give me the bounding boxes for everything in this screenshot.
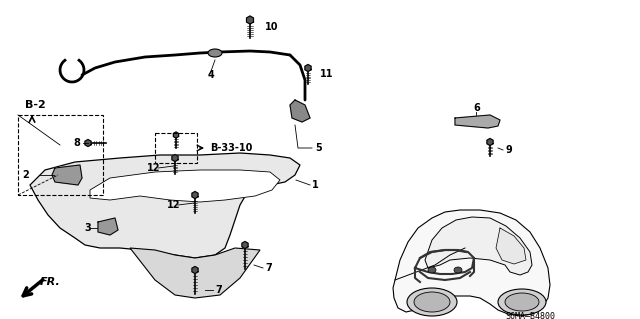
Text: 8: 8 <box>73 138 80 148</box>
Ellipse shape <box>407 288 457 316</box>
Polygon shape <box>290 100 310 122</box>
Polygon shape <box>305 64 311 71</box>
Polygon shape <box>85 139 91 146</box>
Text: 3: 3 <box>84 223 91 233</box>
Text: 12: 12 <box>147 163 160 173</box>
Text: S6MA–B4800: S6MA–B4800 <box>505 312 555 319</box>
Polygon shape <box>455 115 500 128</box>
Polygon shape <box>173 132 179 138</box>
Polygon shape <box>246 16 253 24</box>
Bar <box>18 115 103 195</box>
Polygon shape <box>98 218 118 235</box>
Ellipse shape <box>428 267 436 273</box>
Text: 7: 7 <box>215 285 221 295</box>
Polygon shape <box>393 210 550 316</box>
Text: 4: 4 <box>208 70 215 80</box>
Polygon shape <box>496 228 526 264</box>
Text: 5: 5 <box>315 143 322 153</box>
Polygon shape <box>52 165 82 185</box>
Polygon shape <box>130 248 260 298</box>
Polygon shape <box>192 266 198 273</box>
Text: B-2: B-2 <box>25 100 45 110</box>
Bar <box>155 133 197 163</box>
Ellipse shape <box>505 293 539 311</box>
Ellipse shape <box>454 267 462 273</box>
Text: FR.: FR. <box>40 277 61 287</box>
Polygon shape <box>487 138 493 145</box>
Polygon shape <box>172 154 178 161</box>
Text: 1: 1 <box>312 180 319 190</box>
Text: 7: 7 <box>265 263 272 273</box>
Text: 10: 10 <box>265 22 278 32</box>
Polygon shape <box>90 170 280 202</box>
Text: 12: 12 <box>166 200 180 210</box>
Text: 2: 2 <box>22 170 29 180</box>
Text: 6: 6 <box>473 103 480 113</box>
Polygon shape <box>192 191 198 198</box>
Ellipse shape <box>498 289 546 315</box>
Polygon shape <box>242 241 248 249</box>
Text: 9: 9 <box>505 145 512 155</box>
Polygon shape <box>30 153 300 258</box>
Text: B-33-10: B-33-10 <box>210 143 252 153</box>
Polygon shape <box>425 217 532 275</box>
Ellipse shape <box>208 49 222 57</box>
Ellipse shape <box>414 292 450 312</box>
Text: 11: 11 <box>320 69 333 79</box>
